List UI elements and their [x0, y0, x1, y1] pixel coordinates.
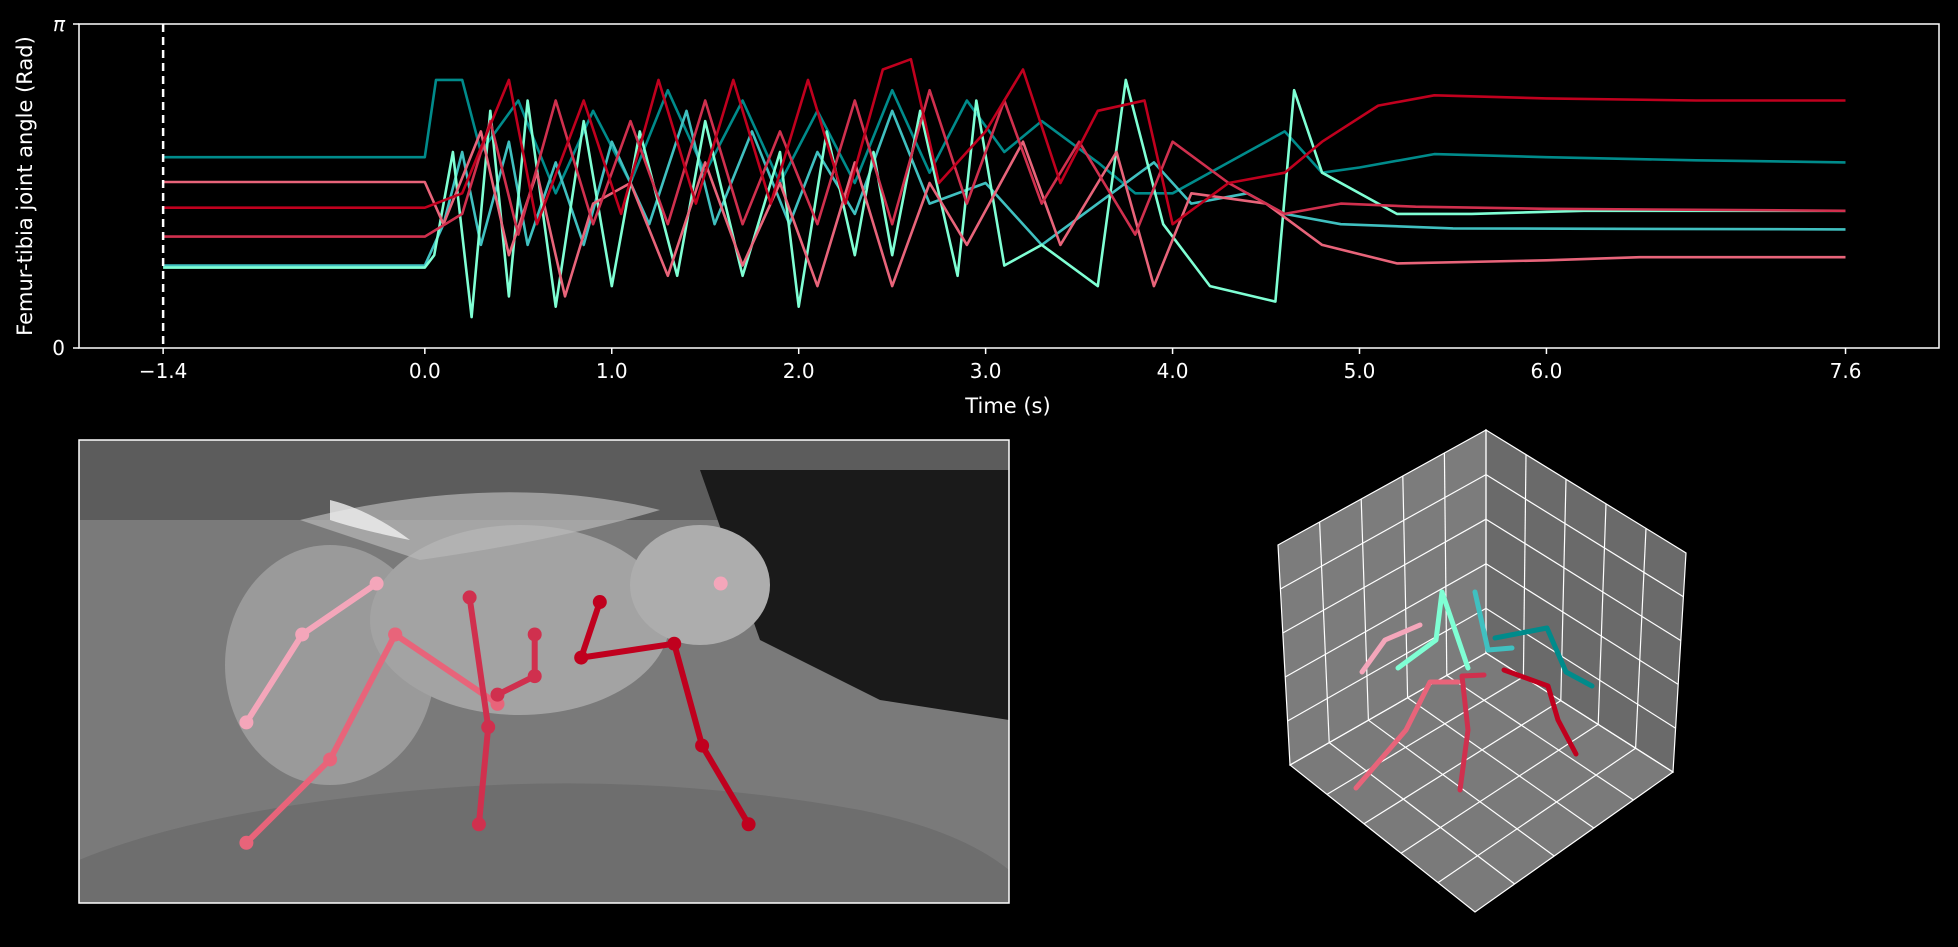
series-line-2	[163, 78, 1846, 319]
series-line-5	[163, 57, 1846, 226]
pose-2d-joint	[667, 636, 682, 651]
cube-grid-line	[1446, 674, 1634, 801]
camera-frame-panel	[78, 439, 1010, 904]
y-tick-label: π	[53, 12, 66, 36]
pose-2d-joint	[388, 627, 403, 642]
pose-2d-joint	[741, 817, 756, 832]
series-layer	[163, 57, 1846, 319]
camera-frame-shadow	[700, 470, 1009, 720]
cube-grid-line	[1597, 503, 1607, 725]
pose-2d-joint	[369, 576, 384, 591]
pose-3d-limb-5	[1457, 672, 1487, 793]
cube-grid-line	[1282, 518, 1487, 634]
camera-frame-border	[78, 439, 1010, 904]
x-tick-label: −1.4	[139, 359, 188, 383]
pose-2d-layer	[239, 576, 756, 850]
pose-3d-limb-1	[1395, 589, 1471, 671]
pose-3d-limb-6	[1501, 667, 1579, 757]
cube-grid-line	[1328, 742, 1515, 885]
pose-2d-joint	[462, 590, 477, 605]
line-chart: −1.4 0.0 1.0 2.0 3.0 4.0 5.0 6.0 7.6 0π Time (s)…	[13, 12, 1940, 418]
pose-2d-joint	[481, 720, 496, 735]
x-tick-label: 0.0	[409, 359, 441, 383]
ground-surface	[79, 783, 1009, 903]
pose-3d-limb-4	[1353, 679, 1461, 791]
cube-grid-line	[1485, 563, 1679, 685]
pose-2d-joint	[574, 650, 589, 665]
cube-grid-line	[1407, 697, 1595, 829]
pose-3d-layer	[1353, 589, 1595, 793]
pose-2d-joint	[695, 738, 710, 753]
cube-floor	[1290, 653, 1673, 912]
x-tick-label: 6.0	[1531, 359, 1563, 383]
x-tick-label: 1.0	[596, 359, 628, 383]
cube-grid-line	[1280, 474, 1487, 590]
pose-2d-joint	[592, 595, 607, 610]
cube-grid-line	[1284, 563, 1487, 678]
x-tick-label: 4.0	[1157, 359, 1189, 383]
pose-3d-limb-0	[1359, 622, 1423, 675]
cube-grid-line	[1443, 452, 1448, 676]
cube-face-edge	[1288, 652, 1675, 913]
pose-3d-panel	[1277, 428, 1687, 913]
cube-grid-line	[1635, 528, 1647, 749]
pose-2d-joint	[713, 576, 728, 591]
pose-2d-joint	[295, 627, 310, 642]
fly-head	[630, 525, 770, 645]
wing-highlight	[330, 500, 410, 540]
pose-3d-limb-3	[1492, 625, 1595, 689]
x-tick-label: 7.6	[1830, 359, 1862, 383]
cube-grid-line	[1360, 498, 1369, 721]
cube-grid-line	[1485, 518, 1682, 642]
cube-right-wall	[1486, 430, 1686, 772]
pose-2d-joint	[471, 817, 486, 832]
x-tick-label: 3.0	[970, 359, 1002, 383]
x-tick-label: 2.0	[783, 359, 815, 383]
x-axis-ticks: −1.4 0.0 1.0 2.0 3.0 4.0 5.0 6.0 7.6	[139, 348, 1862, 383]
pose-2d-joint	[323, 752, 338, 767]
y-tick-label: 0	[52, 336, 65, 360]
pose-2d-joint	[490, 687, 505, 702]
cube-grid-line	[1326, 676, 1524, 795]
pose-2d-joint	[527, 627, 542, 642]
pose-2d-joint	[239, 835, 254, 850]
x-axis-label: Time (s)	[964, 394, 1050, 418]
cube-grid-line	[1485, 474, 1684, 598]
x-tick-label: 5.0	[1344, 359, 1376, 383]
cube-grid-line	[1400, 723, 1599, 854]
cube-grid-line	[1437, 747, 1636, 884]
pose-2d-joint	[239, 715, 254, 730]
cube-grid-line	[1319, 521, 1330, 743]
pose-2d-joint	[527, 669, 542, 684]
pose-3d-limb-2	[1472, 589, 1515, 653]
cube-grid-line	[1485, 607, 1676, 729]
cube-grid-line	[1522, 454, 1527, 677]
fly-wing	[300, 492, 660, 560]
y-axis-ticks: 0π	[52, 12, 79, 360]
y-axis-label: Femur-tibia joint angle (Rad)	[13, 36, 37, 336]
series-line-4	[163, 88, 1846, 238]
plot-frame	[78, 23, 1940, 349]
